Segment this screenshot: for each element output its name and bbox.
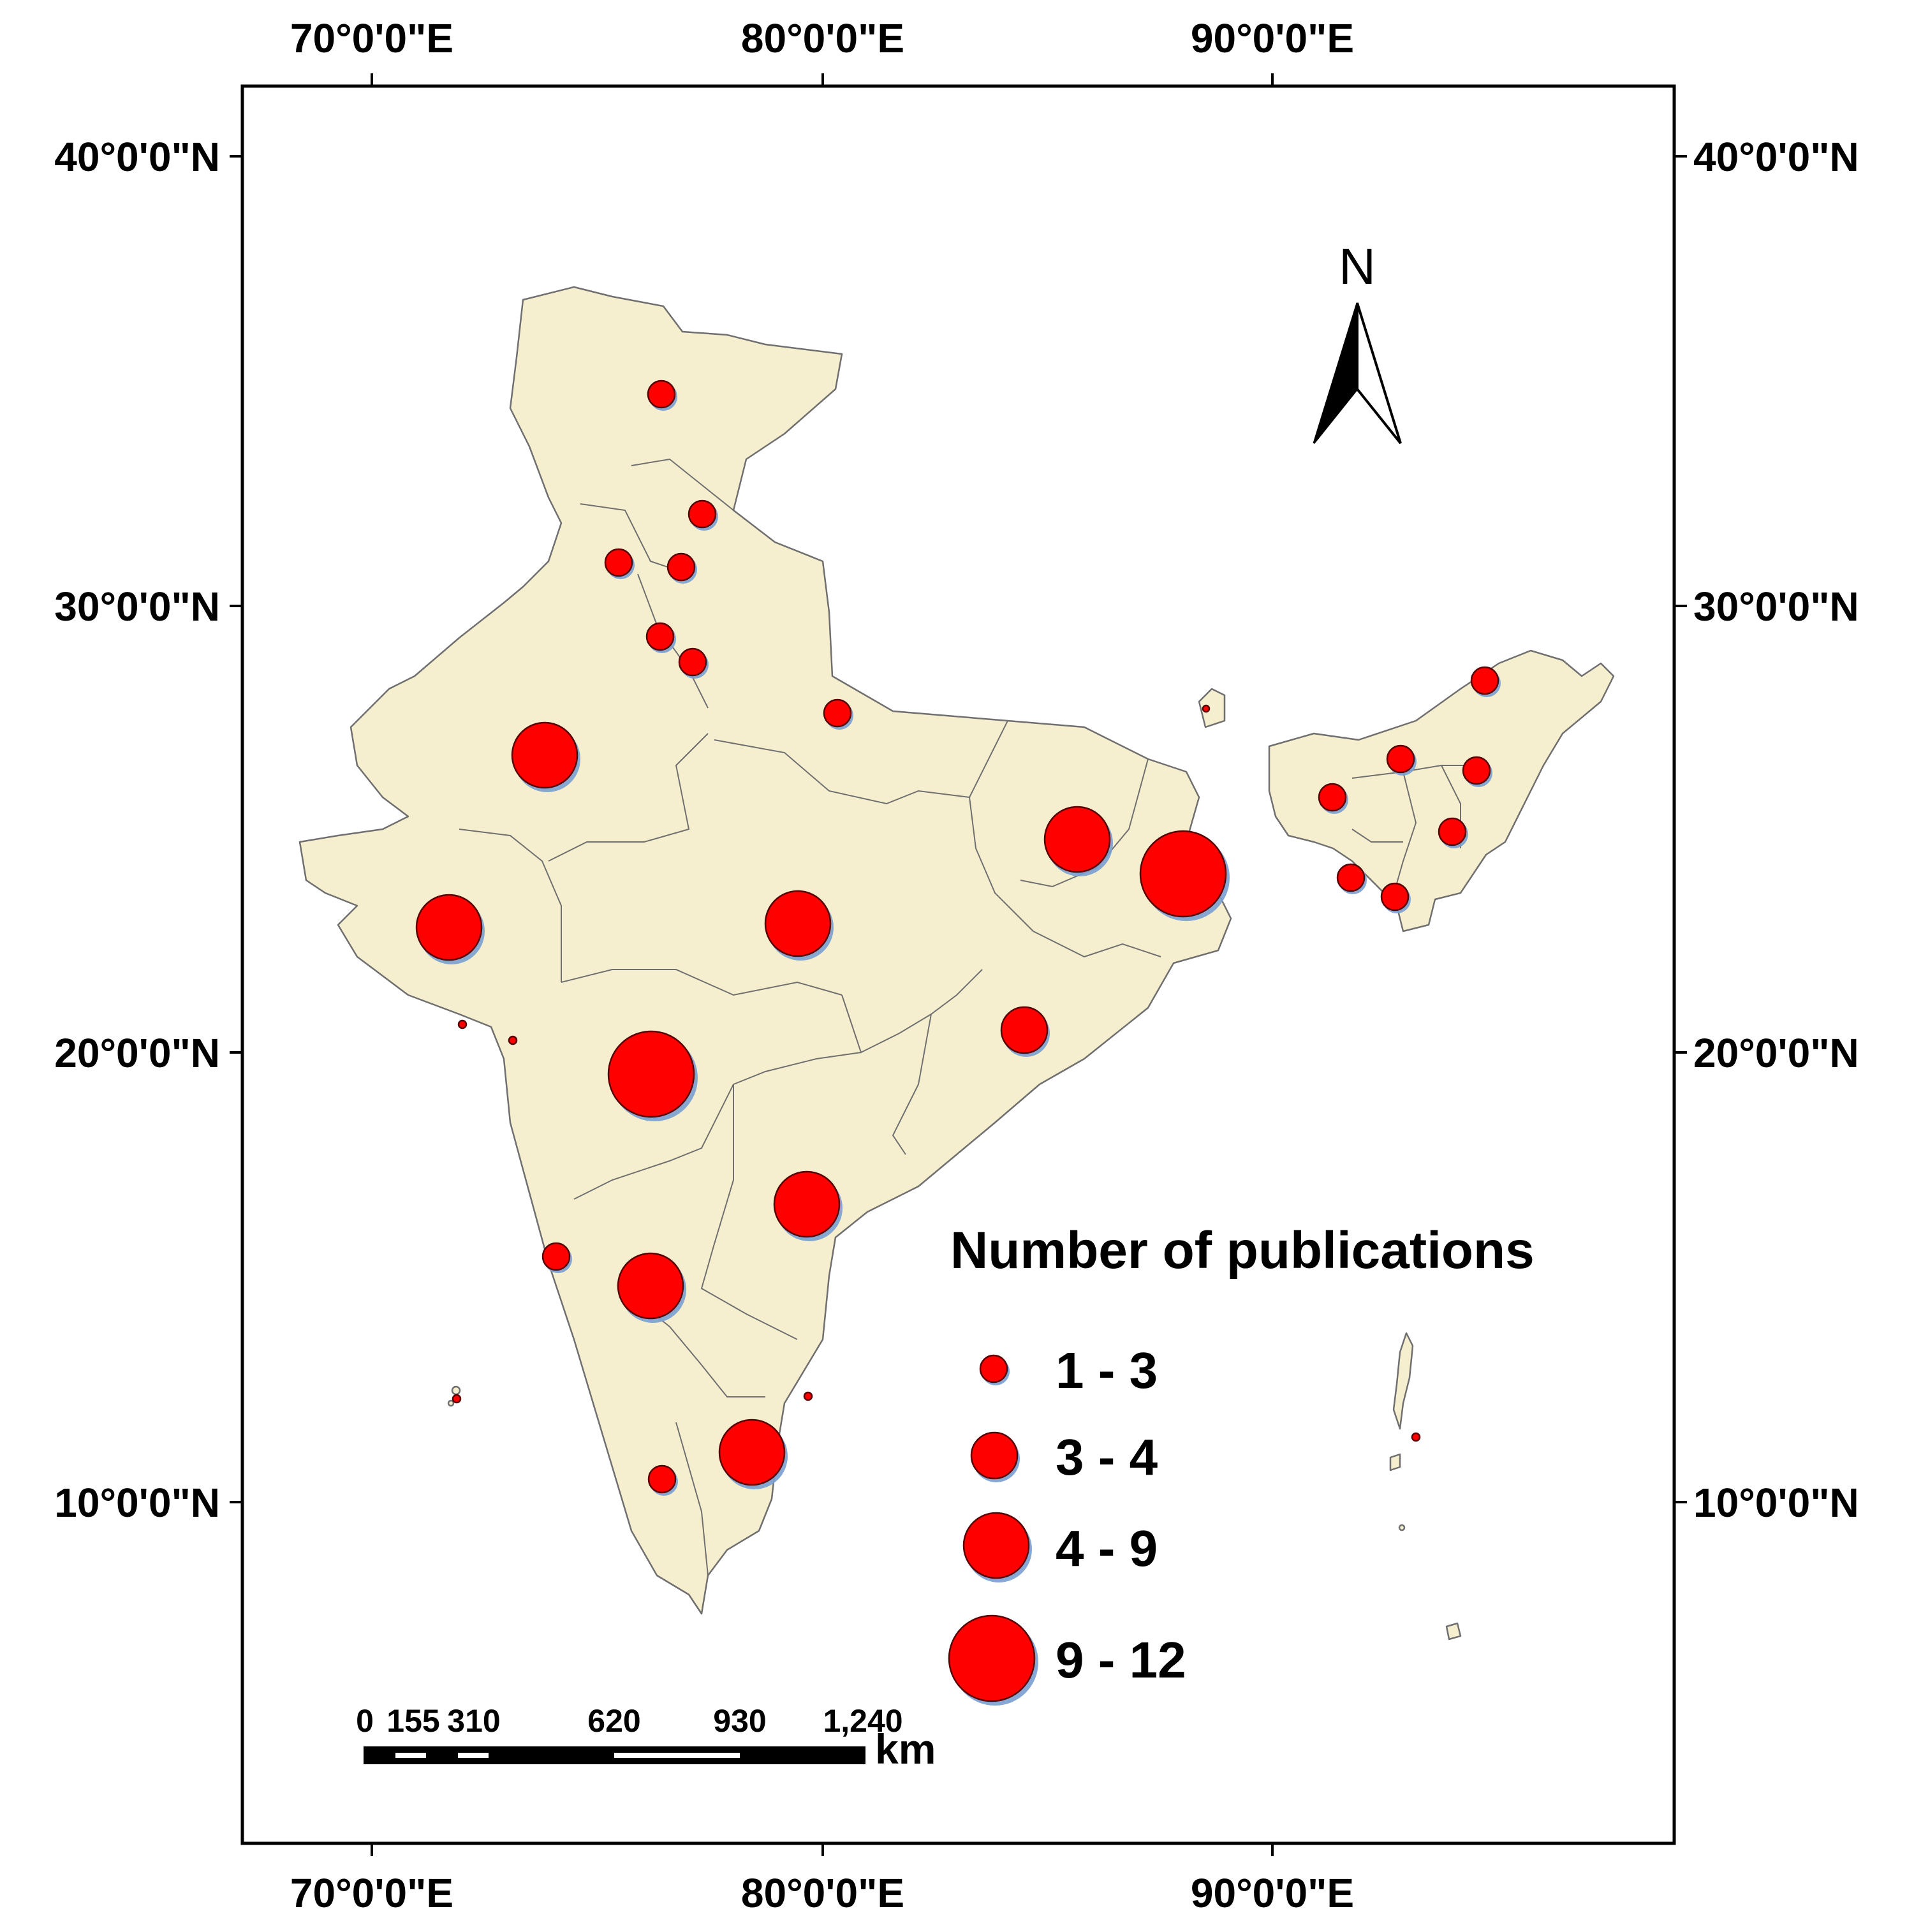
marker-haryana: [645, 622, 676, 653]
marker-odisha: [1000, 1006, 1050, 1057]
lon-label-top-80: 80°0'0"E: [741, 15, 904, 61]
lat-label-left-10: 10°0'0"N: [54, 1480, 220, 1526]
marker-jammu-kashmir: [647, 380, 677, 411]
marker-tamil-nadu: [718, 1419, 788, 1489]
lat-label-right-40: 40°0'0"N: [1693, 134, 1859, 180]
legend-symbol-4-9: [962, 1512, 1030, 1579]
marker-meghalaya: [1318, 783, 1348, 814]
marker-daman: [508, 1035, 518, 1045]
sikkim-outline: [1198, 688, 1226, 728]
legend: Number of publications 1 - 3 3 - 4 4 - 9…: [948, 1221, 1535, 1706]
nicobar-island-2: [1445, 1622, 1462, 1641]
marker-manipur: [1438, 817, 1468, 848]
north-arrow: N: [1313, 238, 1402, 445]
lon-label-bottom-70: 70°0'0"E: [290, 1870, 453, 1916]
marker-andaman: [1411, 1432, 1421, 1442]
legend-item-9-12: 9 - 12: [948, 1614, 1186, 1706]
north-arrow-right-half: [1356, 302, 1402, 445]
marker-punjab: [604, 548, 635, 579]
marker-karnataka: [617, 1252, 686, 1323]
scale-label-620: 620: [587, 1703, 640, 1739]
marker-diu: [457, 1019, 468, 1029]
legend-symbol-9-12: [948, 1614, 1036, 1702]
marker-himachal: [688, 499, 718, 531]
marker-west-bengal: [1139, 830, 1230, 921]
marker-nagaland: [1462, 756, 1492, 787]
scale-label-1240: 1,240: [823, 1703, 902, 1739]
marker-puducherry: [803, 1391, 813, 1401]
legend-label-9-12: 9 - 12: [1056, 1632, 1186, 1688]
lakshadweep-islands: [451, 1385, 461, 1396]
legend-item-3-4: 3 - 4: [970, 1429, 1158, 1486]
legend-title: Number of publications: [950, 1221, 1535, 1279]
scale-label-930: 930: [713, 1703, 766, 1739]
lon-label-top-90: 90°0'0"E: [1191, 15, 1354, 61]
legend-label-1-3: 1 - 3: [1056, 1342, 1158, 1399]
marker-telangana: [773, 1170, 843, 1241]
india-mainland-outline: [298, 286, 1232, 1615]
latitude-ticks: [230, 155, 1687, 1503]
lat-label-left-40: 40°0'0"N: [54, 134, 220, 180]
marker-arunachal: [1470, 666, 1501, 697]
lat-label-right-30: 30°0'0"N: [1693, 584, 1859, 630]
marker-kerala: [647, 1464, 678, 1496]
lat-label-right-20: 20°0'0"N: [1693, 1030, 1859, 1076]
marker-maharashtra: [607, 1030, 698, 1121]
marker-chandigarh: [666, 552, 697, 584]
lat-label-left-20: 20°0'0"N: [54, 1030, 220, 1076]
marker-sikkim: [1202, 704, 1211, 713]
scale-label-155: 155: [387, 1703, 439, 1739]
legend-item-4-9: 4 - 9: [962, 1512, 1158, 1582]
lat-label-left-30: 30°0'0"N: [54, 584, 220, 630]
northeast-outline: [1268, 649, 1615, 933]
marker-uttar-pradesh: [823, 698, 853, 730]
marker-delhi: [678, 647, 709, 679]
lakshadweep-islands-2: [447, 1399, 455, 1407]
lon-label-bottom-90: 90°0'0"E: [1191, 1870, 1354, 1916]
marker-goa: [541, 1242, 572, 1273]
nicobar-island-1: [1389, 1453, 1401, 1471]
nicobar-island-3: [1398, 1524, 1406, 1531]
state-borders: [459, 458, 1486, 1576]
india-landmass: [298, 286, 1615, 1641]
longitude-ticks: [371, 73, 1274, 1856]
marker-madhya-pradesh: [764, 890, 834, 961]
lon-label-bottom-80: 80°0'0"E: [741, 1870, 904, 1916]
legend-label-3-4: 3 - 4: [1056, 1429, 1158, 1486]
andaman-islands: [1392, 1332, 1414, 1430]
legend-label-4-9: 4 - 9: [1056, 1520, 1158, 1577]
scale-bar: 0 155 310 620 930 1,240 km: [356, 1703, 936, 1773]
marker-tripura: [1336, 863, 1367, 894]
scale-label-0: 0: [356, 1703, 374, 1739]
marker-rajasthan: [511, 721, 580, 792]
scale-unit: km: [875, 1725, 936, 1773]
legend-symbol-3-4: [970, 1431, 1019, 1480]
north-arrow-label: N: [1339, 238, 1376, 295]
marker-gujarat: [415, 894, 485, 964]
lat-label-right-10: 10°0'0"N: [1693, 1480, 1859, 1526]
lon-label-top-70: 70°0'0"E: [290, 15, 453, 61]
scale-label-310: 310: [447, 1703, 500, 1739]
legend-symbol-1-3: [979, 1354, 1008, 1383]
legend-item-1-3: 1 - 3: [979, 1342, 1158, 1399]
publication-markers: [415, 380, 1501, 1496]
marker-assam: [1386, 744, 1417, 776]
marker-lakshadweep: [452, 1394, 462, 1404]
marker-mizoram: [1380, 882, 1411, 913]
marker-bihar: [1043, 806, 1113, 876]
